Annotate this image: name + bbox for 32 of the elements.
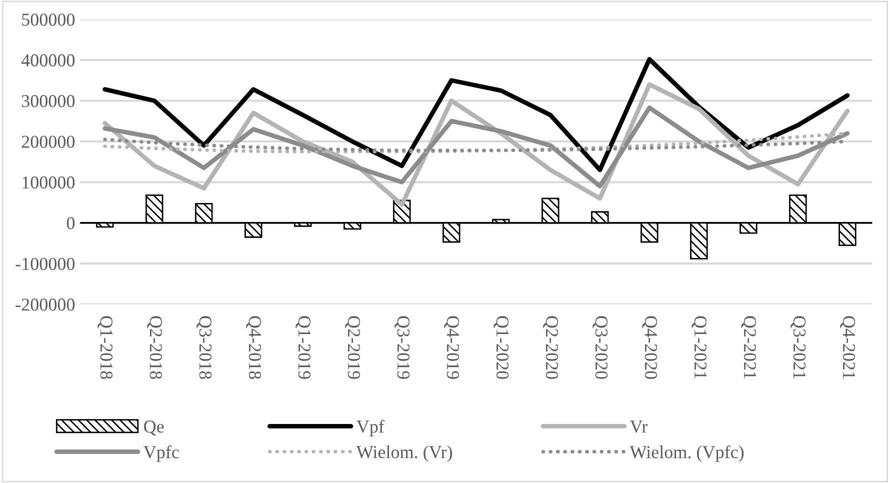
x-tick-label: Q3-2018: [196, 316, 212, 379]
x-tick-label: Q4-2019: [444, 316, 460, 379]
x-tick-label: Q2-2018: [147, 316, 162, 379]
legend-label: Qe: [144, 420, 164, 436]
x-tick-label: Q2-2019: [345, 316, 360, 379]
x-tick-label: Q3-2019: [394, 316, 410, 379]
x-tick-label: Q1-2019: [296, 316, 311, 379]
x-tick-label: Q4-2018: [246, 316, 262, 379]
y-tick-label: 300000: [22, 94, 75, 108]
legend-label: Vpfc: [144, 445, 179, 462]
x-tick-label: Q4-2020: [642, 316, 658, 379]
y-tick-label: 0: [66, 217, 75, 230]
y-tick-label: 500000: [22, 14, 75, 26]
y-tick-label: -200000: [16, 298, 75, 311]
y-tick-label: 100000: [22, 176, 75, 189]
x-tick-label: Q2-2020: [543, 316, 558, 379]
x-tick-label: Q4-2021: [840, 316, 856, 379]
x-tick-label: Q1-2018: [98, 316, 113, 379]
legend-label: Vr: [630, 420, 648, 433]
line-series: [102, 56, 850, 172]
x-tick-label: Q3-2021: [790, 316, 806, 379]
legend-label: Wielom. (Vpfc): [630, 445, 744, 462]
legend-label: Vpf: [356, 420, 384, 436]
y-tick-label: -100000: [16, 258, 75, 270]
x-tick-label: Q3-2020: [592, 316, 608, 379]
x-tick-label: Q1-2021: [692, 316, 707, 379]
y-tick-label: 200000: [22, 136, 75, 148]
line-series: [102, 105, 850, 188]
legend-label: Wielom. (Vr): [356, 445, 452, 462]
y-tick-label: 400000: [21, 54, 75, 66]
x-tick-label: Q1-2020: [494, 316, 509, 379]
x-tick-label: Q2-2021: [741, 316, 756, 379]
